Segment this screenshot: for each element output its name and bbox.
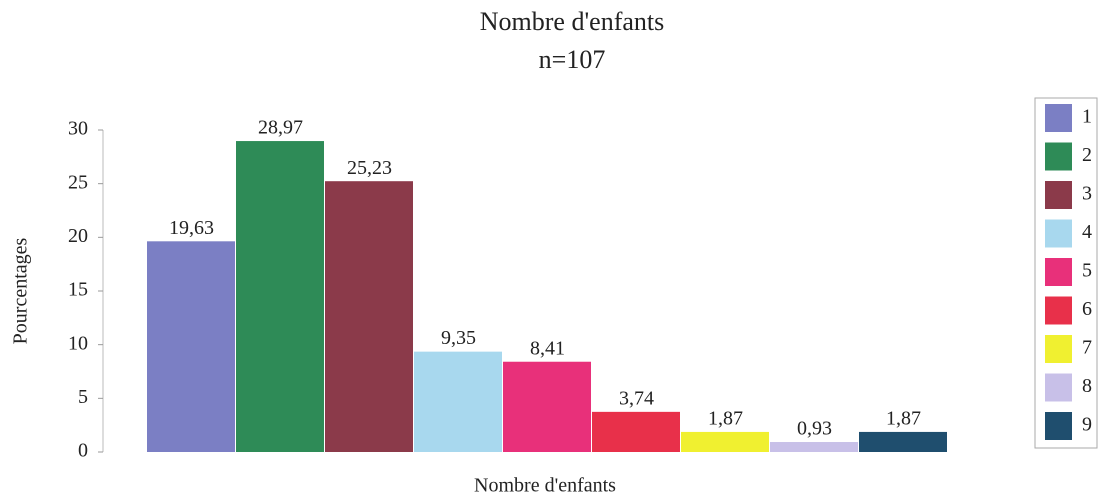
bar [236,141,324,452]
chart-subtitle: n=107 [539,45,606,74]
y-axis-label: Pourcentages [10,237,32,344]
legend-label: 4 [1082,221,1092,243]
value-label: 19,63 [169,217,214,239]
value-label: 1,87 [708,408,743,430]
legend-swatch [1045,219,1072,248]
y-tick-label: 10 [68,332,88,354]
legend-label: 8 [1082,375,1092,397]
bar [681,431,769,452]
value-label: 28,97 [258,117,303,139]
bar [325,181,413,452]
legend-label: 1 [1082,106,1092,128]
legend-label: 9 [1082,414,1092,436]
y-tick-label: 5 [78,386,88,408]
legend-label: 3 [1082,183,1092,205]
value-label: 0,93 [797,418,832,440]
legend-swatch [1045,258,1072,286]
legend-swatch [1045,104,1072,132]
y-tick-label: 30 [68,118,88,140]
value-label: 3,74 [619,387,654,409]
bar [503,361,591,452]
value-label: 9,35 [441,327,476,349]
legend-label: 7 [1082,337,1092,359]
legend-swatch [1045,335,1072,363]
bar [414,351,502,452]
value-label: 1,87 [886,408,921,430]
bar [859,431,947,452]
legend-frame [1034,97,1098,449]
value-label: 8,41 [530,337,565,359]
chart-title: Nombre d'enfants [480,7,664,36]
bar [770,442,858,452]
x-axis-label: Nombre d'enfants [474,475,616,497]
y-tick-label: 15 [68,279,88,301]
legend-swatch [1045,142,1072,171]
legend-swatch [1045,181,1072,209]
legend-label: 6 [1082,298,1092,320]
legend-swatch [1045,373,1072,402]
bar [592,411,680,452]
bar [147,241,235,452]
value-label: 25,23 [347,157,392,179]
legend-swatch [1045,412,1072,440]
y-tick-label: 0 [78,440,88,462]
y-tick-label: 25 [68,171,88,193]
legend-label: 5 [1082,260,1092,282]
legend-swatch [1045,296,1072,325]
legend-label: 2 [1082,144,1092,166]
y-tick-label: 20 [68,225,88,247]
